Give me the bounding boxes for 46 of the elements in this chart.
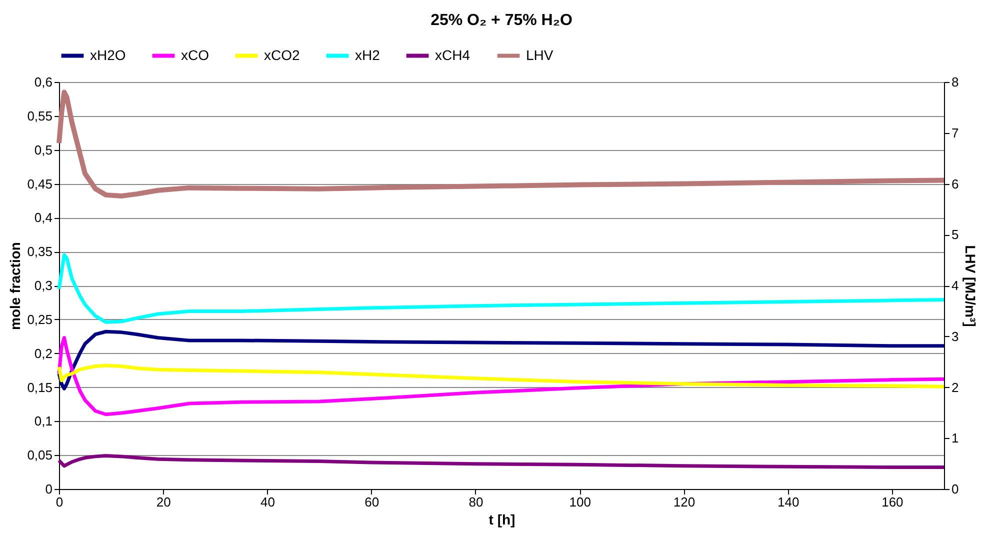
y2-tick-label: 8 [952, 74, 959, 90]
y2-tick-label: 4 [952, 278, 959, 293]
y2-tick-label: 6 [952, 176, 959, 192]
y-tick-label: 0,5 [34, 142, 52, 158]
line-series [57, 253, 946, 324]
y-tick-label: 0,45 [27, 176, 52, 192]
line-series [57, 454, 946, 470]
y-tick-label: 0,55 [27, 108, 52, 124]
y-axis-title: mole fraction [7, 242, 24, 330]
legend-label: xCO2 [264, 46, 300, 63]
y2-tick-label: 0 [952, 482, 959, 496]
x-tick-label: 120 [673, 494, 696, 510]
x-tick-label: 100 [569, 494, 591, 510]
legend-label: xCH4 [435, 46, 470, 63]
y2-tick-label: 5 [952, 227, 959, 242]
x-tick-label: 0 [56, 494, 64, 510]
legend-label: xH2O [90, 46, 126, 63]
x-tick-label: 60 [364, 494, 380, 510]
chart-title: 25% O₂ + 75% H₂O [430, 12, 572, 29]
legend-label: xCO [181, 46, 210, 63]
x-tick-label: 140 [777, 494, 800, 510]
x-tick-label: 20 [156, 494, 171, 510]
x-tick-label: 80 [468, 494, 484, 510]
y-tick-label: 0,15 [27, 380, 52, 395]
y-tick-label: 0,3 [34, 278, 52, 293]
y2-tick-label: 7 [952, 125, 959, 140]
line-series [57, 336, 946, 416]
y2-axis-title: LHV [MJ/m³] [962, 245, 979, 327]
y-tick-label: 0,05 [27, 448, 52, 463]
y-tick-label: 0 [45, 482, 52, 496]
y-tick-label: 0,1 [34, 414, 52, 429]
legend-label: LHV [526, 46, 554, 63]
line-series [57, 364, 946, 388]
line-series [57, 330, 946, 390]
y-tick-label: 0,2 [34, 346, 52, 361]
x-tick-label: 40 [260, 494, 275, 510]
y2-tick-label: 2 [952, 380, 959, 395]
y2-tick-label: 1 [952, 430, 959, 446]
legend-label: xH2 [355, 46, 380, 63]
y-tick-label: 0,35 [27, 244, 52, 260]
x-tick-label: 160 [882, 494, 904, 510]
y2-tick-label: 3 [952, 328, 959, 344]
y-tick-label: 0,6 [34, 74, 52, 90]
y-tick-label: 0,25 [27, 312, 52, 327]
y-tick-label: 0,4 [34, 210, 52, 226]
x-axis-title: t [h] [488, 512, 516, 528]
